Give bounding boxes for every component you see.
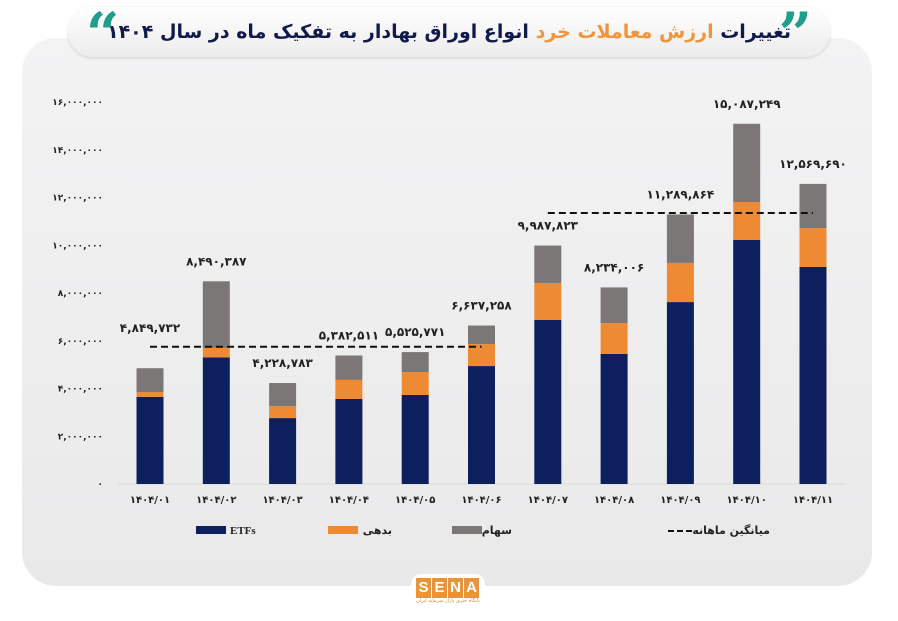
x-tick-label: ۱۴۰۴/۱۱: [793, 495, 833, 506]
bar-segment-ETFs: [269, 418, 297, 484]
bar-segment-ETFs: [136, 396, 164, 484]
bar-segment-stocks: [136, 368, 164, 393]
x-tick-label: ۱۴۰۴/۰۴: [329, 495, 369, 506]
total-data-label: ۸,۴۹۰,۳۸۷: [186, 254, 247, 268]
bar-segment-stocks: [733, 123, 761, 203]
total-data-label: ۹,۹۸۷,۸۲۳: [518, 219, 579, 233]
bar-segment-stocks: [335, 355, 363, 380]
bar-segment-debt: [269, 406, 297, 419]
bar-segment-debt: [733, 202, 761, 240]
y-tick-label: ۱۶,۰۰۰,۰۰۰: [52, 98, 103, 108]
bar-segment-ETFs: [335, 399, 363, 484]
double-quote-icon: ”: [778, 0, 812, 68]
bar-segment-debt: [468, 344, 495, 367]
bar-segment-stocks: [468, 325, 495, 345]
bar-segment-stocks: [401, 352, 429, 373]
total-data-label: ۱۲,۵۶۹,۶۹۰: [779, 157, 847, 171]
legend-label-debt: بدهی: [363, 524, 392, 537]
bar-segment-ETFs: [202, 357, 230, 484]
bar-segment-stocks: [666, 214, 694, 263]
total-data-label: ۵,۵۲۵,۷۷۱: [385, 325, 445, 339]
legend-swatch-debt: [328, 526, 358, 534]
title-banner: ” تغییرات ارزش معاملات خرد انواع اوراق ب…: [68, 5, 830, 63]
chart-card: [22, 38, 872, 586]
y-tick-label: ۴,۰۰۰,۰۰۰: [58, 385, 103, 395]
bar-segment-stocks: [600, 287, 628, 324]
x-tick-label: ۱۴۰۴/۰۱: [130, 495, 170, 506]
bar-segment-stocks: [799, 183, 827, 229]
y-tick-label: ۱۰,۰۰۰,۰۰۰: [52, 241, 103, 251]
legend-swatch-ETFs: [196, 526, 226, 534]
bar-segment-debt: [335, 379, 363, 400]
bar-segment-ETFs: [666, 302, 694, 484]
y-tick-label: ۶,۰۰۰,۰۰۰: [58, 337, 103, 347]
bar-segment-ETFs: [600, 353, 628, 484]
bar-segment-ETFs: [534, 319, 562, 484]
y-tick-label: ۰: [98, 480, 104, 490]
bar-segment-ETFs: [468, 366, 495, 484]
bar-segment-debt: [666, 262, 694, 303]
chart-title: تغییرات ارزش معاملات خرد انواع اوراق بها…: [106, 21, 792, 43]
legend-label-ETFs: ETFs: [230, 525, 256, 537]
x-tick-label: ۱۴۰۴/۰۸: [594, 495, 634, 506]
y-tick-label: ۸,۰۰۰,۰۰۰: [58, 289, 103, 299]
y-tick-label: ۱۲,۰۰۰,۰۰۰: [52, 194, 103, 204]
total-data-label: ۱۱,۲۸۹,۸۶۴: [647, 187, 715, 201]
y-tick-label: ۱۴,۰۰۰,۰۰۰: [52, 146, 103, 156]
x-tick-label: ۱۴۰۴/۰۲: [196, 495, 236, 506]
double-quote-icon: “: [86, 0, 120, 68]
bar-segment-ETFs: [401, 394, 429, 484]
bar-segment-debt: [600, 323, 628, 354]
bar-segment-debt: [401, 372, 429, 395]
legend-swatch-stocks: [452, 526, 482, 534]
legend-label-average: میانگین ماهانه: [692, 524, 770, 537]
total-data-label: ۱۵,۰۸۷,۲۴۹: [713, 97, 781, 111]
bar-segment-stocks: [269, 383, 297, 407]
x-tick-label: ۱۴۰۴/۱۰: [727, 495, 767, 506]
y-tick-label: ۲,۰۰۰,۰۰۰: [58, 432, 103, 442]
x-tick-label: ۱۴۰۴/۰۶: [461, 495, 501, 506]
x-tick-label: ۱۴۰۴/۰۹: [660, 495, 700, 506]
total-data-label: ۸,۲۳۴,۰۰۶: [584, 260, 644, 274]
bar-segment-stocks: [534, 245, 562, 283]
x-tick-label: ۱۴۰۴/۰۳: [262, 495, 302, 506]
bar-segment-ETFs: [799, 266, 827, 484]
bar-segment-stocks: [202, 281, 230, 348]
total-data-label: ۵,۳۸۲,۵۱۱: [319, 328, 379, 342]
total-data-label: ۶,۶۳۷,۲۵۸: [451, 299, 512, 313]
x-tick-label: ۱۴۰۴/۰۷: [528, 495, 568, 506]
x-tick-label: ۱۴۰۴/۰۵: [395, 495, 435, 506]
bar-segment-debt: [799, 228, 827, 267]
bar-segment-debt: [202, 347, 230, 358]
bar-segment-debt: [534, 282, 562, 320]
bar-segment-ETFs: [733, 239, 761, 484]
bar-segment-debt: [136, 392, 164, 397]
total-data-label: ۴,۸۴۹,۷۳۲: [120, 321, 181, 335]
total-data-label: ۴,۲۲۸,۷۸۳: [252, 356, 313, 370]
legend-label-stocks: سهام: [482, 524, 512, 537]
